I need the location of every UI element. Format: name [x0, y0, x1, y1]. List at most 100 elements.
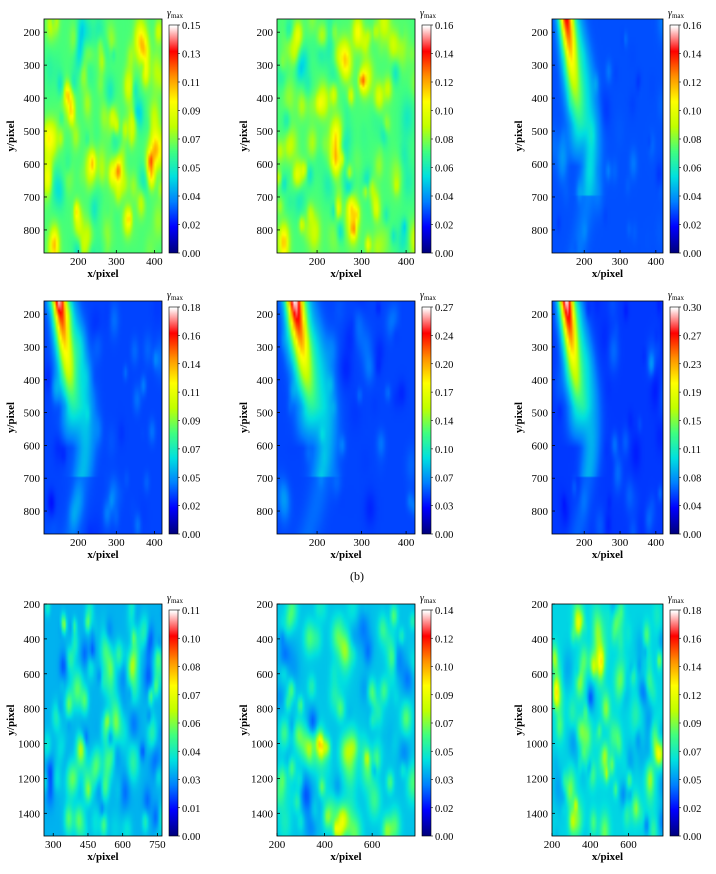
colorbar-tick-label: 0.02 — [182, 221, 200, 232]
y-tick-label: 500 — [257, 126, 274, 138]
y-tick-label: 400 — [24, 634, 41, 646]
heatmap-panel-8: 200 400 600 200 400 600 800 1000 1200 1400 x/pixel… — [238, 593, 454, 863]
x-tick-label: 600 — [620, 839, 637, 851]
colorbar-tick-label: 0.23 — [683, 360, 701, 371]
colorbar-tick-label: 0.10 — [435, 663, 453, 674]
y-tick-label: 500 — [532, 126, 549, 138]
colorbar-tick-label: 0.05 — [182, 473, 200, 484]
heatmap-panel-6: 200 300 400 200 300 400 500 600 700 800 x/pixel y/p… — [513, 290, 702, 561]
y-tick-label: 800 — [257, 506, 274, 518]
heatmap-panel-4: 200 300 400 200 300 400 500 600 700 800 x/pixel y/p… — [5, 290, 201, 561]
y-tick-label: 600 — [24, 159, 41, 171]
y-axis-label: y/pixel — [513, 402, 525, 433]
y-axis-label: y/pixel — [513, 120, 525, 151]
y-tick-label: 600 — [532, 669, 549, 681]
colorbar-title: γmax — [420, 593, 437, 605]
colorbar-title: γmax — [668, 8, 685, 20]
colorbar-tick-label: 0.10 — [435, 107, 453, 118]
colorbar-tick-label: 0.16 — [435, 21, 453, 32]
colorbar-tick-label: 0.24 — [435, 331, 454, 342]
y-tick-label: 300 — [257, 342, 274, 354]
colorbar-title: γmax — [167, 290, 184, 302]
heatmap-image — [44, 604, 162, 836]
colorbar-tick-label: 0.16 — [683, 634, 701, 645]
plot-frame — [551, 300, 664, 535]
plot-frame — [551, 18, 664, 254]
y-tick-label: 1400 — [251, 808, 274, 820]
colorbar-tick-label: 0.00 — [182, 249, 200, 260]
heatmap-image — [44, 19, 162, 253]
y-tick-label: 800 — [257, 225, 274, 237]
y-tick-label: 1200 — [18, 773, 41, 785]
x-tick-label: 400 — [316, 839, 333, 851]
colorbar-tick-label: 0.12 — [683, 78, 701, 89]
colorbar-tick-label: 0.16 — [182, 331, 200, 342]
colorbar-tick-label: 0.06 — [182, 719, 200, 730]
colorbar-tick-label: 0.04 — [683, 502, 702, 513]
colorbar-tick-label: 0.20 — [435, 360, 453, 371]
heatmap-image — [552, 604, 663, 836]
x-tick-label: 300 — [612, 256, 629, 268]
colorbar-tick-label: 0.00 — [683, 530, 701, 541]
x-tick-label: 200 — [576, 537, 593, 549]
colorbar-tick-label: 0.05 — [683, 776, 701, 787]
y-tick-label: 400 — [24, 93, 41, 105]
colorbar-tick-label: 0.11 — [182, 78, 200, 89]
x-axis-label: x/pixel — [87, 268, 118, 280]
y-tick-label: 500 — [532, 408, 549, 420]
y-tick-label: 300 — [24, 342, 41, 354]
y-tick-label: 200 — [24, 309, 41, 321]
colorbar-tick-label: 0.07 — [182, 135, 200, 146]
colorbar-tick-label: 0.12 — [435, 78, 453, 89]
x-tick-label: 400 — [582, 839, 599, 851]
y-tick-label: 600 — [532, 440, 549, 452]
colorbar-tick-label: 0.11 — [182, 388, 200, 399]
y-tick-label: 200 — [532, 27, 549, 39]
heatmap-image — [552, 19, 663, 253]
y-tick-label: 1000 — [526, 739, 549, 751]
colorbar-tick-label: 0.07 — [182, 445, 200, 456]
heatmap-panel-3: 200 300 400 200 300 400 500 600 700 800 x/pixel y/p… — [513, 8, 702, 280]
colorbar-tick-label: 0.12 — [435, 634, 453, 645]
colorbar-tick-label: 0.06 — [435, 164, 453, 175]
x-axis-label: x/pixel — [592, 549, 623, 561]
heatmap-image — [552, 301, 663, 534]
colorbar-tick-label: 0.04 — [683, 192, 702, 203]
colorbar-tick-label: 0.09 — [182, 417, 200, 428]
x-tick-label: 400 — [146, 537, 163, 549]
colorbar-tick-label: 0.08 — [182, 663, 200, 674]
x-tick-label: 450 — [80, 839, 97, 851]
colorbar-tick-label: 0.15 — [683, 417, 701, 428]
plot-frame — [276, 603, 416, 837]
colorbar-tick-label: 0.14 — [435, 50, 454, 61]
x-axis-label: x/pixel — [87, 851, 118, 863]
y-tick-label: 600 — [24, 440, 41, 452]
colorbar-tick-label: 0.17 — [435, 388, 453, 399]
y-tick-label: 800 — [24, 225, 41, 237]
y-tick-label: 400 — [532, 375, 549, 387]
colorbar-tick-label: 0.15 — [182, 21, 200, 32]
colorbar-title: γmax — [420, 8, 437, 20]
y-tick-label: 700 — [257, 473, 274, 485]
y-tick-label: 800 — [532, 225, 549, 237]
colorbar — [422, 610, 431, 836]
x-tick-label: 600 — [114, 839, 131, 851]
colorbar-tick-label: 0.04 — [435, 192, 454, 203]
x-tick-label: 200 — [269, 839, 286, 851]
y-tick-label: 300 — [24, 60, 41, 72]
y-tick-label: 700 — [532, 473, 549, 485]
colorbar-tick-label: 0.02 — [435, 221, 453, 232]
colorbar-tick-label: 0.14 — [435, 606, 454, 617]
colorbar-tick-label: 0.14 — [182, 360, 201, 371]
colorbar-tick-label: 0.18 — [683, 606, 701, 617]
y-tick-label: 600 — [24, 669, 41, 681]
colorbar-tick-label: 0.00 — [683, 249, 701, 260]
colorbar-tick-label: 0.00 — [182, 530, 200, 541]
heatmap-panel-7: 300 450 600 750 200 400 600 800 1000 1200 1400 x/pi… — [5, 593, 201, 863]
y-tick-label: 600 — [257, 159, 274, 171]
y-axis-label: y/pixel — [5, 402, 17, 433]
y-tick-label: 300 — [532, 342, 549, 354]
heatmap-image — [277, 301, 415, 534]
colorbar-tick-label: 0.02 — [435, 804, 453, 815]
x-tick-label: 400 — [398, 537, 415, 549]
